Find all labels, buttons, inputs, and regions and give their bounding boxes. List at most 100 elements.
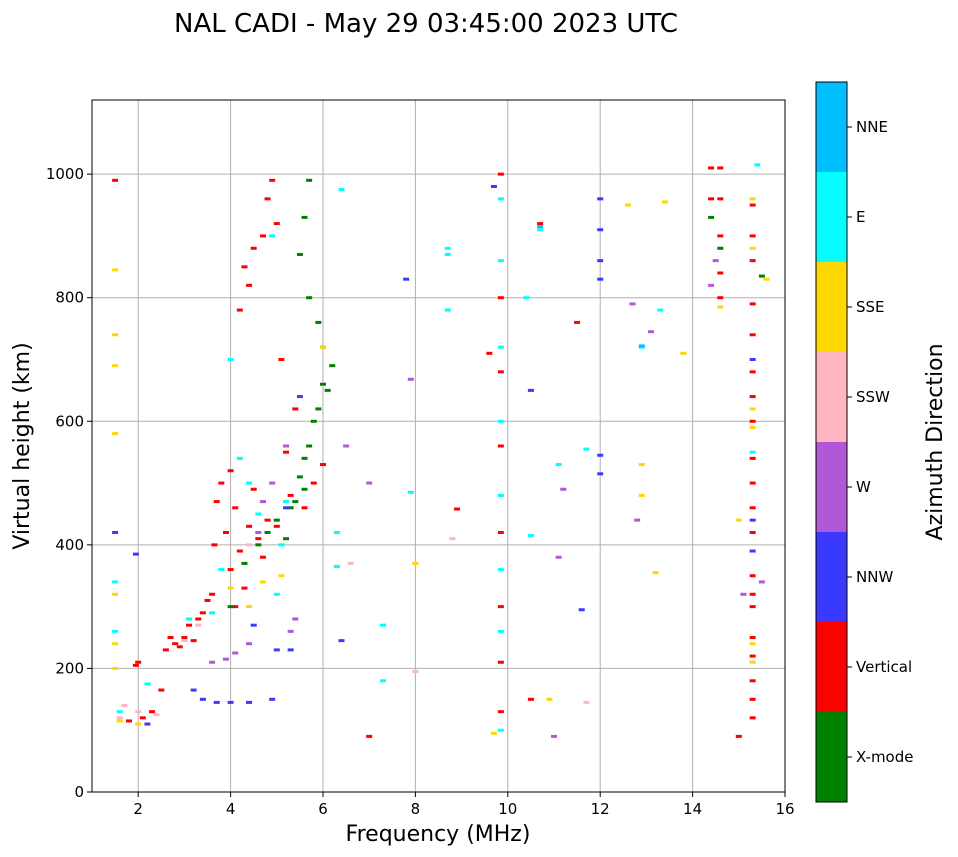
data-point bbox=[195, 617, 202, 621]
data-point bbox=[497, 370, 504, 374]
colorbar-segment bbox=[816, 352, 847, 442]
data-point bbox=[652, 571, 659, 575]
y-tick-label: 1000 bbox=[46, 165, 84, 183]
data-point bbox=[232, 651, 239, 655]
data-point bbox=[269, 481, 276, 485]
series-x-mode bbox=[227, 178, 765, 609]
data-point bbox=[116, 719, 123, 723]
data-point bbox=[497, 710, 504, 714]
data-point bbox=[497, 259, 504, 263]
data-point bbox=[749, 358, 756, 361]
data-point bbox=[320, 463, 326, 467]
data-point bbox=[227, 605, 234, 609]
data-point bbox=[597, 259, 604, 263]
data-point bbox=[195, 623, 202, 627]
data-point bbox=[453, 507, 460, 511]
data-point bbox=[273, 592, 280, 596]
data-point bbox=[490, 731, 497, 735]
data-point bbox=[444, 252, 451, 256]
x-tick-label: 16 bbox=[775, 800, 794, 818]
data-point bbox=[315, 407, 322, 411]
data-point bbox=[301, 456, 308, 460]
data-point bbox=[490, 185, 497, 188]
data-point bbox=[273, 222, 280, 226]
x-tick-label: 14 bbox=[683, 800, 702, 818]
data-point bbox=[324, 388, 331, 392]
data-points bbox=[112, 163, 770, 738]
data-point bbox=[638, 493, 645, 497]
data-point bbox=[717, 166, 724, 170]
data-point bbox=[717, 197, 724, 201]
data-point bbox=[283, 500, 290, 504]
data-point bbox=[116, 710, 123, 714]
colorbar-segment bbox=[816, 532, 847, 622]
data-point bbox=[763, 277, 770, 281]
data-point bbox=[749, 456, 756, 460]
data-point bbox=[255, 531, 262, 534]
colorbar-segment bbox=[816, 442, 847, 532]
colorbar-tick-label: SSE bbox=[856, 298, 885, 316]
data-point bbox=[283, 537, 290, 541]
data-point bbox=[246, 605, 253, 609]
data-point bbox=[497, 568, 504, 572]
data-point bbox=[497, 296, 504, 300]
data-point bbox=[634, 518, 641, 522]
data-point bbox=[555, 463, 562, 467]
data-point bbox=[209, 611, 216, 615]
x-axis-ticks: 2 4 6 8 10 12 14 16 bbox=[133, 792, 795, 818]
data-point bbox=[306, 444, 313, 448]
data-point bbox=[749, 425, 756, 429]
data-point bbox=[749, 679, 756, 683]
data-point bbox=[132, 663, 139, 667]
data-point bbox=[278, 358, 285, 361]
data-point bbox=[246, 283, 253, 287]
data-point bbox=[546, 697, 553, 701]
x-tick-label: 8 bbox=[411, 800, 421, 818]
data-point bbox=[412, 670, 419, 674]
y-tick-label: 0 bbox=[74, 783, 84, 801]
data-point bbox=[740, 592, 747, 596]
data-point bbox=[497, 197, 504, 201]
data-point bbox=[278, 543, 285, 547]
data-point bbox=[497, 531, 504, 534]
x-tick-label: 2 bbox=[133, 800, 143, 818]
data-point bbox=[287, 506, 294, 510]
series-e bbox=[112, 163, 761, 732]
data-point bbox=[227, 568, 234, 572]
data-point bbox=[412, 561, 419, 565]
data-point bbox=[227, 586, 234, 590]
colorbar-tick-label: Vertical bbox=[856, 658, 912, 676]
data-point bbox=[273, 648, 280, 652]
data-point bbox=[527, 388, 534, 392]
data-point bbox=[560, 487, 567, 491]
data-point bbox=[232, 506, 239, 510]
colorbar-segment bbox=[816, 262, 847, 352]
data-point bbox=[338, 188, 345, 192]
data-point bbox=[112, 629, 119, 633]
colorbar-segment bbox=[816, 622, 847, 712]
data-point bbox=[125, 719, 132, 723]
data-point bbox=[186, 623, 193, 627]
data-point bbox=[149, 710, 156, 714]
data-point bbox=[241, 561, 248, 565]
data-point bbox=[343, 444, 350, 448]
data-point bbox=[213, 500, 220, 504]
data-point bbox=[497, 419, 504, 423]
data-point bbox=[204, 598, 211, 602]
data-point bbox=[749, 549, 756, 553]
data-point bbox=[537, 225, 544, 229]
data-point bbox=[310, 419, 317, 423]
data-point bbox=[749, 716, 756, 720]
data-point bbox=[749, 395, 756, 399]
data-point bbox=[112, 531, 119, 534]
data-point bbox=[407, 490, 414, 494]
data-point bbox=[497, 605, 504, 609]
data-point bbox=[209, 592, 216, 596]
data-point bbox=[597, 453, 604, 457]
data-point bbox=[227, 358, 234, 361]
colorbar-tick-label: W bbox=[856, 478, 871, 496]
colorbar-tick-label: X-mode bbox=[856, 748, 913, 766]
data-point bbox=[269, 697, 276, 701]
data-point bbox=[306, 178, 313, 182]
data-point bbox=[283, 506, 290, 510]
